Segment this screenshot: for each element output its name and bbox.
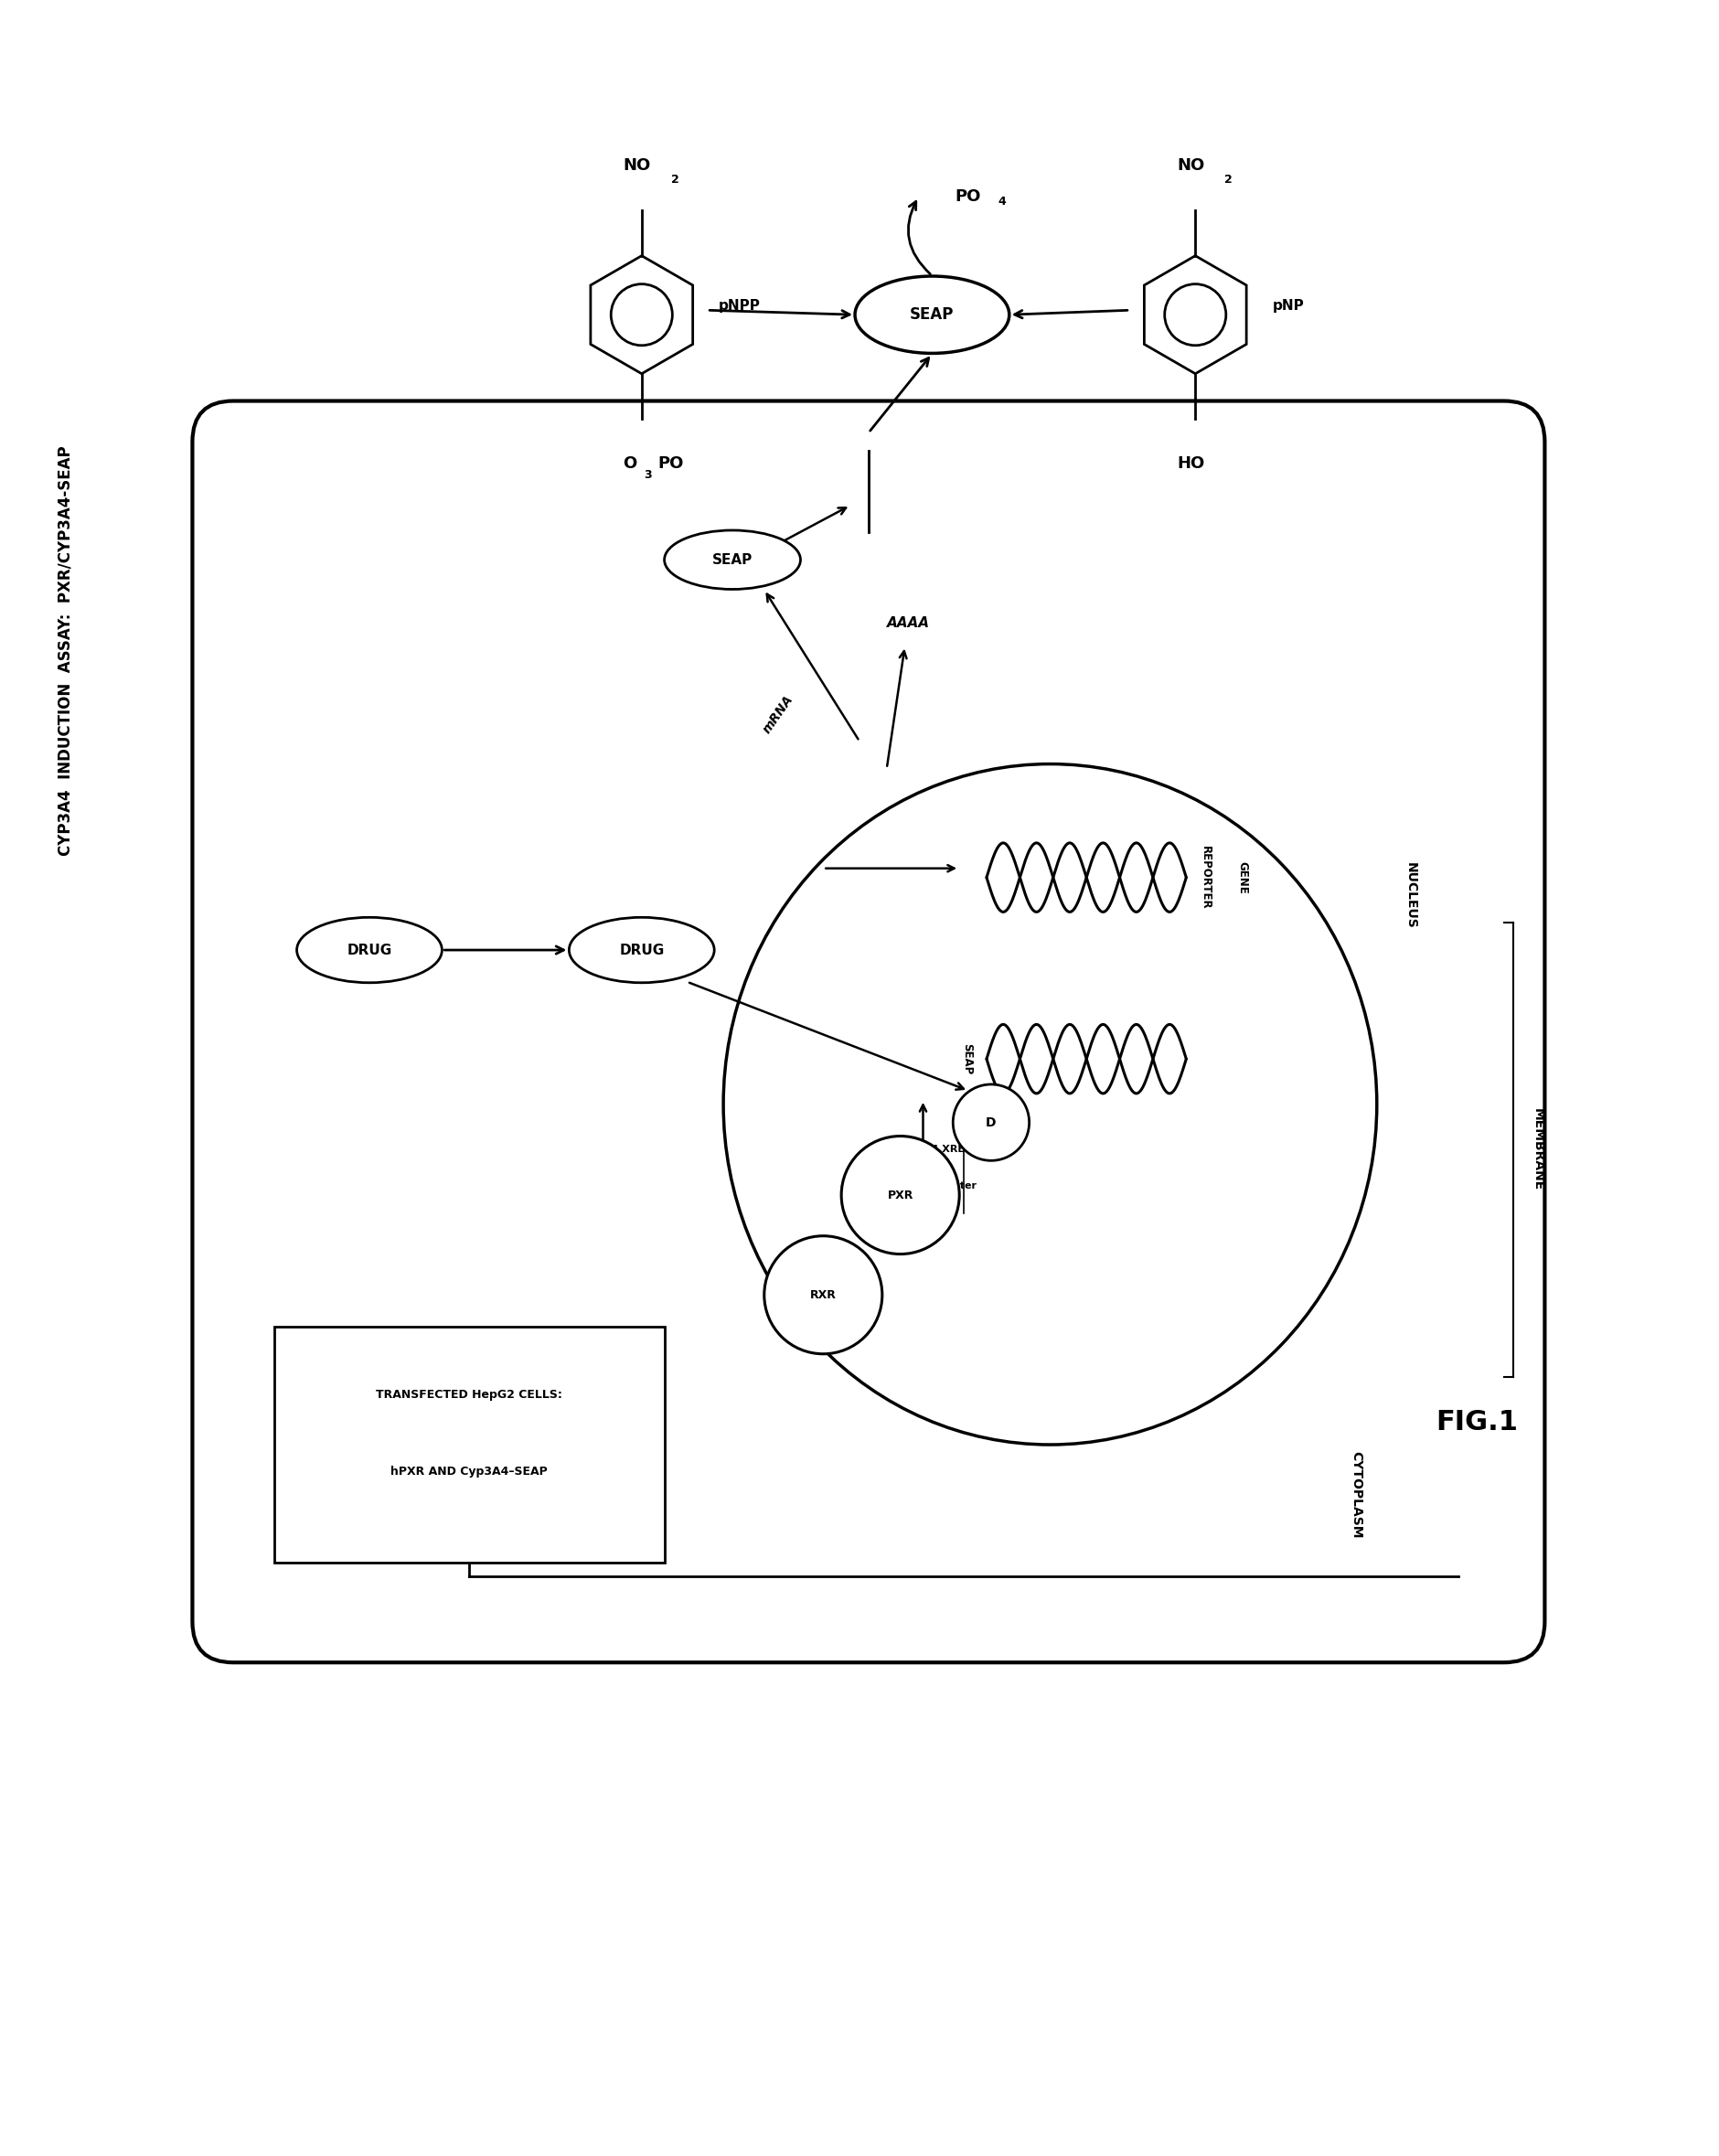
Text: REPORTER: REPORTER <box>1200 845 1212 910</box>
Text: DRUG: DRUG <box>619 942 664 957</box>
Circle shape <box>765 1235 882 1354</box>
Ellipse shape <box>297 916 442 983</box>
Text: NO: NO <box>1178 157 1205 175</box>
Text: PO: PO <box>658 455 684 472</box>
Text: PO: PO <box>954 188 982 205</box>
Text: SEAP: SEAP <box>909 306 954 323</box>
Text: NUCLEUS: NUCLEUS <box>1404 862 1416 929</box>
Text: NO: NO <box>624 157 652 175</box>
Circle shape <box>841 1136 959 1255</box>
Text: HO: HO <box>1178 455 1205 472</box>
FancyBboxPatch shape <box>273 1326 664 1563</box>
Text: SEAP: SEAP <box>961 1044 973 1074</box>
Text: hPXR AND Cyp3A4–SEAP: hPXR AND Cyp3A4–SEAP <box>390 1466 548 1477</box>
Text: MEMBRANE: MEMBRANE <box>1532 1108 1544 1190</box>
Text: 2: 2 <box>1224 175 1233 185</box>
Ellipse shape <box>854 276 1009 354</box>
Text: 3: 3 <box>643 470 652 481</box>
Circle shape <box>952 1084 1030 1160</box>
Text: RXR: RXR <box>810 1289 837 1300</box>
Text: TRANSFECTED HepG2 CELLS:: TRANSFECTED HepG2 CELLS: <box>376 1388 562 1401</box>
Text: pNPP: pNPP <box>719 300 762 313</box>
Text: PXR: PXR <box>887 1190 913 1201</box>
Ellipse shape <box>664 530 801 589</box>
Text: GENE: GENE <box>1236 860 1248 895</box>
Text: O: O <box>624 455 638 472</box>
Text: FIG.1: FIG.1 <box>1435 1408 1518 1436</box>
Text: CYTOPLASM: CYTOPLASM <box>1349 1451 1363 1537</box>
Text: SEAP: SEAP <box>712 552 753 567</box>
Ellipse shape <box>569 916 715 983</box>
Text: D: D <box>985 1117 997 1130</box>
Text: ProxPromoter: ProxPromoter <box>897 1181 976 1190</box>
Ellipse shape <box>724 763 1377 1445</box>
Text: 2: 2 <box>670 175 679 185</box>
Text: pNP: pNP <box>1272 300 1305 313</box>
Text: AAAA: AAAA <box>887 617 930 630</box>
Text: mRNA: mRNA <box>760 692 796 735</box>
Text: CYP3A4  INDUCTION  ASSAY:  PXR/CYP3A4-SEAP: CYP3A4 INDUCTION ASSAY: PXR/CYP3A4-SEAP <box>57 446 74 856</box>
Text: Cyp3A4 XREM-: Cyp3A4 XREM- <box>896 1145 978 1153</box>
FancyBboxPatch shape <box>193 401 1545 1662</box>
Text: DRUG: DRUG <box>347 942 392 957</box>
Text: 4: 4 <box>999 196 1006 207</box>
